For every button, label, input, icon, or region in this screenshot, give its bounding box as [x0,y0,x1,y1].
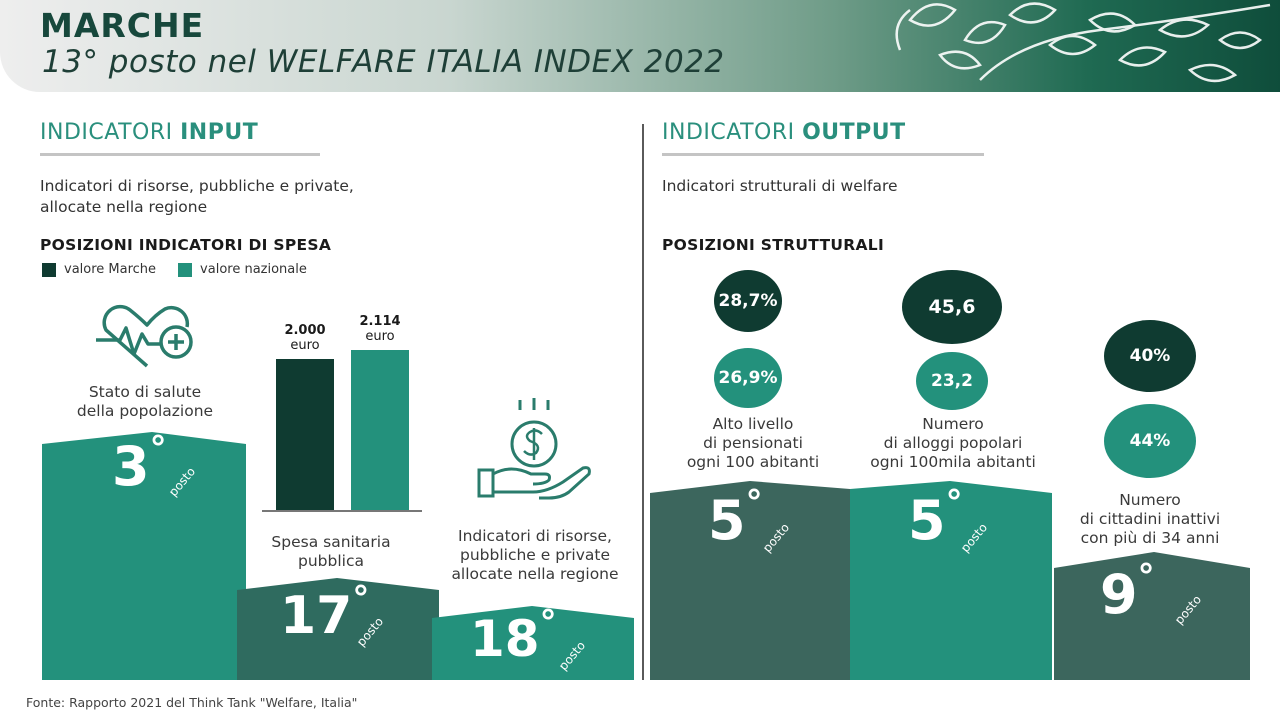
alloggi-rank-block [850,481,1052,680]
output-heading-light: INDICATORI [662,120,803,145]
inattivi-nazionale-circle: 44% [1104,404,1196,478]
pensionati-marche-value: 28,7% [718,291,778,311]
leaves-decoration [895,2,1271,83]
bar-spesa-marche-value: 2.000 [284,323,326,338]
input-heading-light: INDICATORI [40,120,181,145]
alloggi-marche-value: 45,6 [928,296,976,318]
alloggi-rank-value: 5 [908,489,946,552]
spesa-label-line2: pubblica [298,552,364,570]
bar-spesa-marche-unit: euro [290,338,320,353]
alloggi-marche-circle: 45,6 [902,270,1002,344]
output-description: Indicatori strutturali di welfare [662,177,898,195]
bar-spesa-marche-label: 2.000 euro [266,323,344,353]
alloggi-rank-number: 5° [908,486,963,548]
legend-item-nazionale: valore nazionale [178,262,307,277]
alloggi-nazionale-value: 23,2 [931,371,973,391]
pensionati-rank-value: 5 [708,489,746,552]
degree-symbol: ° [539,603,557,643]
pensionati-rank-block [650,481,850,680]
heart-plus-icon [96,304,193,368]
degree-symbol: ° [352,579,370,619]
strutturali-subheading: POSIZIONI STRUTTURALI [662,236,885,254]
bar-spesa-nazionale-unit: euro [365,329,395,345]
output-heading-bold: OUTPUT [802,120,906,145]
region-title: MARCHE [40,6,205,45]
health-label: Stato di salute della popolazione [50,383,240,421]
pensionati-rank-number: 5° [708,486,763,548]
degree-symbol: ° [745,483,763,523]
inattivi-marche-value: 40% [1129,346,1171,366]
spesa-label: Spesa sanitaria pubblica [246,533,416,571]
inattivi-nazionale-value: 44% [1129,431,1171,451]
header-banner: MARCHE 13° posto nel WELFARE ITALIA INDE… [0,0,1280,92]
risorse-label-line2: pubbliche e private [459,546,611,564]
risorse-label-line1: Indicatori di risorse, [458,527,612,545]
output-heading-underline [662,153,984,156]
alloggi-nazionale-circle: 23,2 [916,352,988,410]
pensionati-nazionale-circle: 26,9% [714,348,782,408]
legend-item-marche: valore Marche [42,262,156,277]
alloggi-label-line3: ogni 100mila abitanti [870,453,1036,471]
health-label-line2: della popolazione [76,402,214,420]
legend-label-nazionale: valore nazionale [200,262,307,277]
pensionati-nazionale-value: 26,9% [718,368,778,388]
health-rank-number: 3° [112,432,167,494]
section-divider [642,124,644,680]
index-subtitle: 13° posto nel WELFARE ITALIA INDEX 2022 [42,44,725,80]
legend: valore Marche valore nazionale [42,262,329,277]
spesa-subheading: POSIZIONI INDICATORI DI SPESA [40,236,332,254]
inattivi-label: Numero di cittadini inattivi con più di … [1052,491,1248,548]
bar-spesa-nazionale-value: 2.114 [359,314,401,330]
inattivi-marche-circle: 40% [1104,320,1196,392]
risorse-label-line3: allocate nella regione [451,565,619,583]
legend-swatch-nazionale [178,262,193,277]
risorse-label: Indicatori di risorse, pubbliche e priva… [430,527,640,584]
legend-label-marche: valore Marche [64,262,157,277]
risorse-rank-value: 18 [470,610,540,668]
inattivi-rank-number: 9° [1100,560,1155,622]
legend-swatch-marche [42,262,56,277]
pensionati-label-line3: ogni 100 abitanti [686,453,820,471]
alloggi-label: Numero di alloggi popolari ogni 100mila … [848,415,1058,472]
bar-spesa-nazionale-label: 2.114 euro [341,314,419,344]
spesa-rank-number: 17° [280,582,369,642]
inattivi-label-line2: di cittadini inattivi [1079,510,1221,528]
input-desc-line1: Indicatori di risorse, pubbliche e priva… [40,177,354,195]
pensionati-label: Alto livello di pensionati ogni 100 abit… [668,415,838,472]
input-desc-line2: allocate nella regione [40,198,208,216]
input-heading: INDICATORI INPUT [40,120,258,145]
health-rank-value: 3 [112,435,150,498]
alloggi-label-line1: Numero [922,415,984,433]
alloggi-label-line2: di alloggi popolari [883,434,1023,452]
inattivi-label-line1: Numero [1119,491,1181,509]
risorse-rank-number: 18° [470,606,557,664]
source-footer: Fonte: Rapporto 2021 del Think Tank "Wel… [26,695,358,710]
degree-symbol: ° [149,429,167,469]
output-heading: INDICATORI OUTPUT [662,120,906,145]
bar-spesa-marche [276,359,334,510]
hand-coin-icon [477,398,591,500]
input-heading-underline [40,153,320,156]
spesa-rank-block [237,578,439,680]
inattivi-rank-value: 9 [1100,563,1138,626]
health-rank-block [42,432,246,680]
risorse-rank-block [432,606,634,680]
bar-spesa-nazionale [351,350,409,510]
degree-symbol: ° [945,483,963,523]
inattivi-label-line3: con più di 34 anni [1080,529,1220,547]
input-description: Indicatori di risorse, pubbliche e priva… [40,176,354,218]
pensionati-label-line2: di pensionati [703,434,803,452]
degree-symbol: ° [1137,557,1155,597]
spesa-label-line1: Spesa sanitaria [271,533,391,551]
health-label-line1: Stato di salute [88,383,202,401]
input-heading-bold: INPUT [180,120,259,145]
inattivi-rank-block [1054,552,1250,680]
pensionati-label-line1: Alto livello [712,415,794,433]
pensionati-marche-circle: 28,7% [714,270,782,332]
spesa-rank-value: 17 [280,586,353,646]
spesa-chart-baseline [262,510,422,512]
